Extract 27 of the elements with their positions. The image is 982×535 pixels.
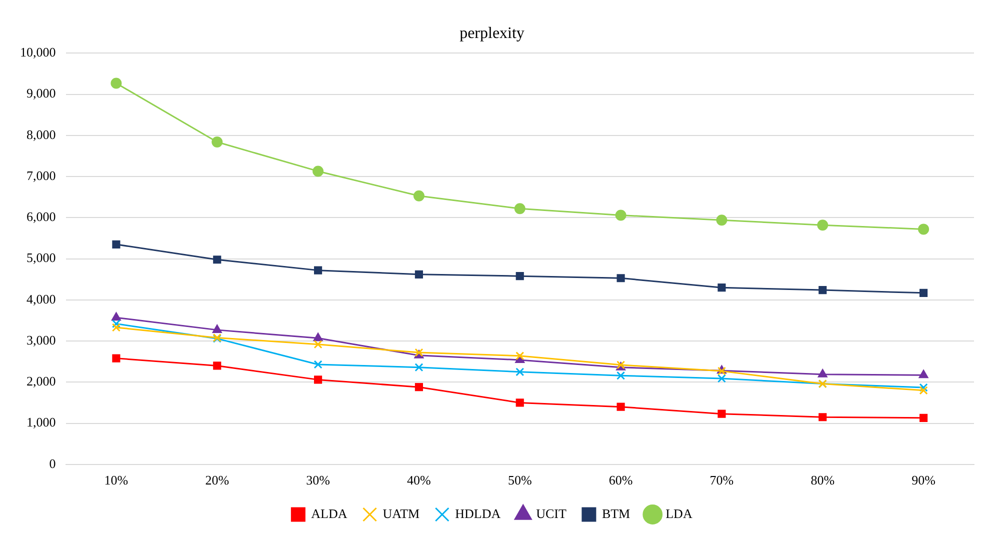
y-tick-label: 0	[49, 456, 56, 471]
y-tick-label: 10,000	[20, 44, 56, 60]
chart-title: perplexity	[460, 24, 524, 42]
x-tick-label: 60%	[608, 472, 633, 488]
y-tick-label: 3,000	[26, 332, 56, 348]
legend-label: UCIT	[536, 506, 566, 521]
x-tick-label: 80%	[810, 472, 835, 488]
y-tick-label: 5,000	[26, 250, 56, 266]
y-tick-label: 7,000	[26, 168, 56, 183]
x-tick-label: 50%	[508, 472, 532, 488]
x-tick-label: 70%	[710, 472, 734, 488]
y-tick-label: 2,000	[26, 374, 56, 389]
legend-label: LDA	[666, 506, 693, 521]
x-tick-label: 30%	[306, 472, 330, 488]
legend-label: BTM	[602, 506, 631, 521]
x-tick-label: 40%	[407, 472, 432, 488]
y-tick-label: 9,000	[26, 86, 56, 101]
legend-label: HDLDA	[455, 506, 502, 521]
y-tick-label: 1,000	[26, 414, 56, 430]
x-tick-label: 10%	[104, 472, 128, 488]
y-tick-label: 6,000	[26, 209, 56, 224]
x-tick-label: 20%	[205, 472, 230, 488]
legend-label: ALDA	[311, 506, 348, 521]
legend-label: UATM	[382, 506, 420, 521]
y-tick-label: 8,000	[26, 126, 56, 142]
x-tick-label: 90%	[912, 472, 936, 488]
y-tick-label: 4,000	[26, 291, 56, 306]
